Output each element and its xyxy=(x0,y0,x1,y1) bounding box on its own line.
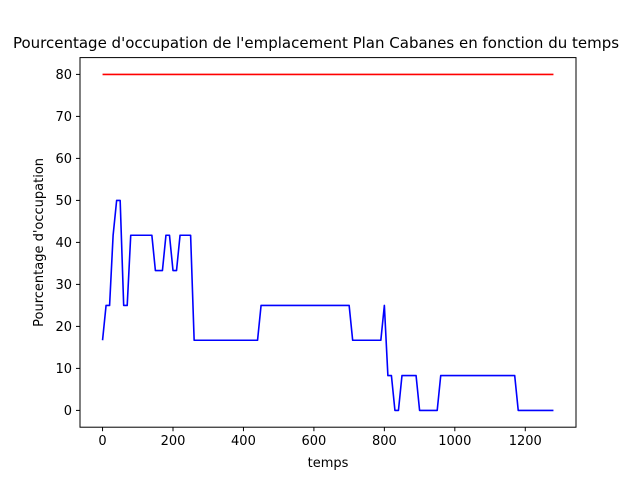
x-axis: 0 200 400 600 800 1000 1200 xyxy=(98,427,542,449)
x-tick-label: 600 xyxy=(301,434,326,449)
y-tick-label: 20 xyxy=(55,320,72,335)
x-tick-label: 400 xyxy=(231,434,256,449)
y-tick-label: 10 xyxy=(55,362,72,377)
x-tick-label: 800 xyxy=(372,434,397,449)
y-tick-label: 0 xyxy=(64,404,72,419)
plot-area xyxy=(101,73,554,412)
series-line-2 xyxy=(101,199,554,412)
y-tick-label: 50 xyxy=(55,194,72,209)
y-tick-label: 30 xyxy=(55,278,72,293)
y-axis: 0 10 20 30 40 50 60 70 80 xyxy=(55,68,80,419)
chart-title: Pourcentage d'occupation de l'emplacemen… xyxy=(13,34,619,52)
y-tick-label: 70 xyxy=(55,110,72,125)
y-tick-label: 40 xyxy=(55,236,72,251)
x-tick-label: 0 xyxy=(98,434,106,449)
x-tick-label: 1200 xyxy=(509,434,542,449)
y-axis-label: Pourcentage d'occupation xyxy=(32,158,47,327)
x-tick-label: 1000 xyxy=(438,434,471,449)
x-tick-label: 200 xyxy=(161,434,186,449)
x-axis-label: temps xyxy=(308,456,349,471)
y-tick-label: 60 xyxy=(55,152,72,167)
y-tick-label: 80 xyxy=(55,68,72,83)
